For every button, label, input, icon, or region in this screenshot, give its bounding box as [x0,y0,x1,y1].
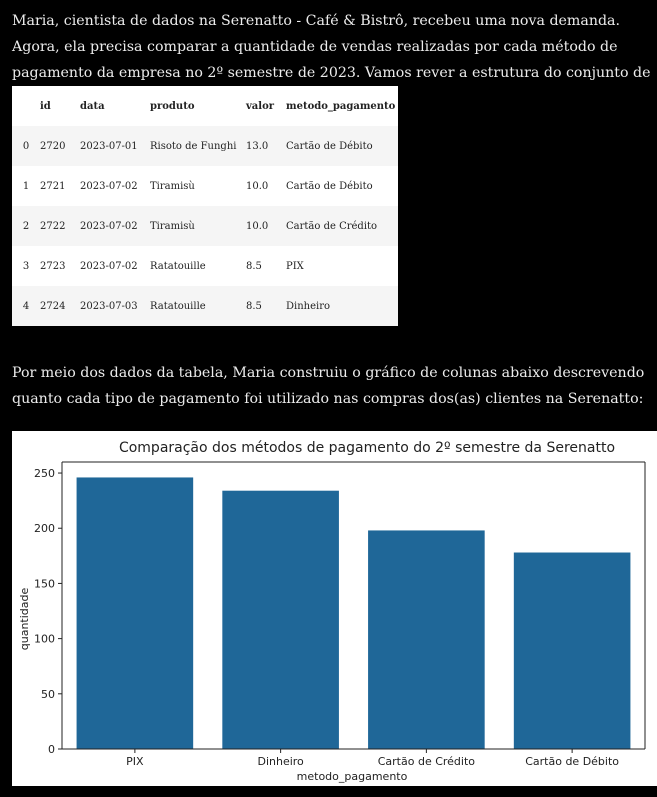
cell-valor: 10.0 [246,166,286,206]
table-row: 0 2720 2023-07-01 Risoto de Funghi 13.0 … [12,126,398,166]
cell-id: 2723 [40,246,80,286]
x-tick-label: PIX [126,755,144,768]
cell-index: 4 [12,286,40,326]
header-produto: produto [150,86,246,126]
y-tick-label: 150 [34,577,55,590]
dataframe-table: id data produto valor metodo_pagamento 0… [12,86,398,326]
cell-data: 2023-07-02 [80,166,150,206]
cell-id: 2724 [40,286,80,326]
y-tick-label: 0 [48,743,55,756]
x-axis-label: metodo_pagamento [297,770,408,783]
header-metodo-pagamento: metodo_pagamento [286,86,398,126]
cell-id: 2722 [40,206,80,246]
y-tick-label: 50 [41,688,55,701]
cell-metodo-pagamento: Cartão de Débito [286,126,398,166]
cell-index: 2 [12,206,40,246]
table-row: 4 2724 2023-07-03 Ratatouille 8.5 Dinhei… [12,286,398,326]
header-index [12,86,40,126]
cell-valor: 8.5 [246,246,286,286]
chart-title: Comparação dos métodos de pagamento do 2… [119,440,615,456]
bar [368,530,485,749]
x-tick-label: Cartão de Débito [525,755,619,768]
cell-data: 2023-07-02 [80,246,150,286]
cell-produto: Ratatouille [150,246,246,286]
cell-metodo-pagamento: Cartão de Crédito [286,206,398,246]
table-row: 1 2721 2023-07-02 Tiramisù 10.0 Cartão d… [12,166,398,206]
header-valor: valor [246,86,286,126]
cell-data: 2023-07-01 [80,126,150,166]
cell-produto: Ratatouille [150,286,246,326]
cell-id: 2721 [40,166,80,206]
y-tick-label: 100 [34,633,55,646]
cell-produto: Tiramisù [150,166,246,206]
header-data: data [80,86,150,126]
cell-data: 2023-07-03 [80,286,150,326]
bar [222,490,339,749]
table-row: 2 2722 2023-07-02 Tiramisù 10.0 Cartão d… [12,206,398,246]
table-row: 3 2723 2023-07-02 Ratatouille 8.5 PIX [12,246,398,286]
plot-area: 0 50 100 150 200 250 PIX Dinheiro Cartão de Créd… [34,461,646,768]
cell-valor: 10.0 [246,206,286,246]
cell-index: 3 [12,246,40,286]
cell-metodo-pagamento: Dinheiro [286,286,398,326]
cell-valor: 8.5 [246,286,286,326]
cell-index: 0 [12,126,40,166]
cell-id: 2720 [40,126,80,166]
y-tick-label: 200 [34,522,55,535]
bar-chart: Comparação dos métodos de pagamento do 2… [12,431,657,786]
chart-description-paragraph: Por meio dos dados da tabela, Maria cons… [12,365,645,407]
cell-produto: Risoto de Funghi [150,126,246,166]
bar [76,477,194,749]
header-id: id [40,86,80,126]
bar-chart-svg: Comparação dos métodos de pagamento do 2… [12,431,657,786]
y-axis-label: quantidade [18,588,31,651]
cell-valor: 13.0 [246,126,286,166]
cell-index: 1 [12,166,40,206]
cell-produto: Tiramisù [150,206,246,246]
cell-metodo-pagamento: Cartão de Débito [286,166,398,206]
x-tick-label: Dinheiro [257,755,304,768]
table-header-row: id data produto valor metodo_pagamento [12,86,398,126]
bar [513,552,631,749]
cell-metodo-pagamento: PIX [286,246,398,286]
x-tick-label: Cartão de Crédito [378,755,476,768]
cell-data: 2023-07-02 [80,206,150,246]
y-tick-label: 250 [34,467,55,480]
